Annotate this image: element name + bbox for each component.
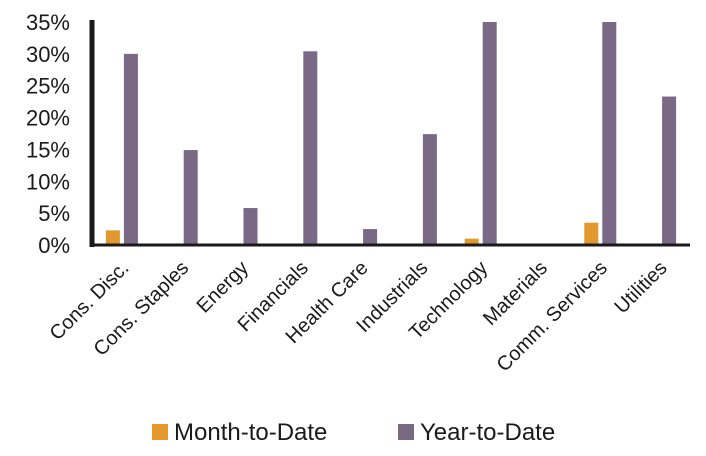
x-tick-labels: Cons. Disc.Cons. Staples EnergyFinancials…: [46, 257, 672, 376]
bar-month-to-date-cons-disc: [105, 230, 120, 245]
bar-year-to-date-industrials: [422, 134, 437, 245]
bar-year-to-date-health-care: [363, 229, 378, 245]
legend-swatch-month-to-date: [152, 424, 168, 440]
bars-group: [105, 22, 677, 246]
axes-group: [89, 20, 690, 247]
x-tick-label-utilities: Utilities: [611, 257, 672, 318]
y-tick-label: 25%: [26, 74, 70, 99]
y-tick-label: 5%: [38, 201, 70, 226]
bar-month-to-date-technology: [464, 238, 479, 245]
legend-swatch-year-to-date: [398, 424, 414, 440]
legend-label-year-to-date: Year-to-Date: [420, 419, 555, 446]
bar-year-to-date-comm-services: [602, 22, 617, 245]
x-tick-label-comm-services: Comm. Services: [493, 257, 612, 376]
bar-year-to-date-cons-staples: [183, 150, 198, 245]
y-tick-label: 20%: [26, 106, 70, 131]
bar-year-to-date-cons-disc: [123, 53, 138, 245]
y-tick-label: 30%: [26, 42, 70, 67]
bar-year-to-date-utilities: [662, 96, 677, 245]
bar-month-to-date-comm-services: [584, 222, 599, 245]
bar-year-to-date-energy: [243, 208, 258, 245]
legend-label-month-to-date: Month-to-Date: [174, 419, 327, 446]
y-tick-label: 0%: [38, 233, 70, 258]
y-tick-label: 10%: [26, 169, 70, 194]
y-tick-label: 35%: [26, 10, 70, 35]
bar-year-to-date-technology: [482, 22, 497, 245]
x-tick-label-energy: Energy: [193, 257, 253, 317]
bar-year-to-date-financials: [303, 51, 318, 246]
y-tick-label: 15%: [26, 137, 70, 162]
legend: Month-to-Date Year-to-Date: [152, 419, 555, 446]
y-tick-labels: 0% 5% 10% 15% 20% 25% 30% 35%: [26, 10, 70, 258]
